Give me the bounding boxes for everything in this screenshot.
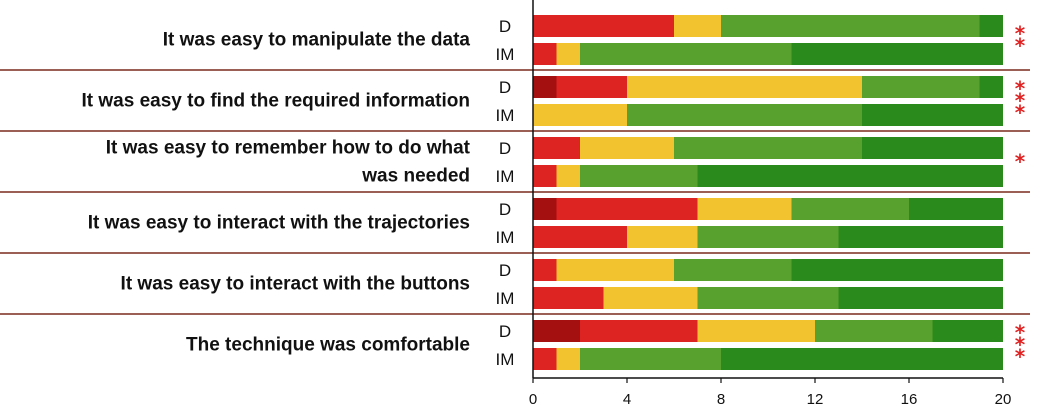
bar-segment	[627, 76, 862, 98]
bar-segment	[556, 198, 698, 220]
significance-star: *	[1015, 101, 1026, 125]
bar-segment	[697, 287, 839, 309]
bar-segment	[627, 226, 698, 248]
bar-segment	[721, 15, 980, 37]
question-group: It was easy to find the required informa…	[82, 76, 1026, 126]
question-group: It was easy to interact with the buttons…	[121, 259, 1003, 309]
bar-segment	[533, 226, 627, 248]
x-tick-label: 0	[529, 391, 537, 408]
question-label: It was easy to manipulate the data	[163, 30, 471, 51]
bar-segment	[815, 320, 933, 342]
question-label: It was easy to interact with the buttons	[121, 274, 470, 295]
bar-segment	[627, 104, 862, 126]
question-group: It was easy to manipulate the data D IM **	[163, 15, 1026, 65]
bar-segment	[791, 43, 1003, 65]
bar-segment	[862, 104, 1003, 126]
question-group: It was easy to remember how to do what wa…	[106, 137, 1026, 187]
bar-segment	[533, 348, 557, 370]
bar-segment	[697, 165, 1003, 187]
condition-label: D	[499, 322, 511, 341]
condition-label: IM	[496, 350, 515, 369]
x-tick-label: 16	[901, 391, 918, 408]
condition-label: D	[499, 17, 511, 36]
bar-segment	[838, 226, 1003, 248]
significance-star: *	[1015, 321, 1026, 345]
significance-star: *	[1015, 77, 1026, 101]
bar-segment	[556, 76, 627, 98]
bar-segment	[791, 198, 909, 220]
bar-segment	[862, 76, 980, 98]
bar-segment	[697, 226, 839, 248]
bar-segment	[533, 198, 557, 220]
condition-label: IM	[496, 106, 515, 125]
bar-segment	[791, 259, 1003, 281]
bar-segment	[533, 259, 557, 281]
bar-segment	[932, 320, 1003, 342]
condition-label: IM	[496, 167, 515, 186]
bar-segment	[556, 165, 580, 187]
condition-label: IM	[496, 289, 515, 308]
bar-segment	[862, 137, 1003, 159]
significance-star: *	[1015, 22, 1026, 46]
bar-segment	[838, 287, 1003, 309]
question-label: It was easy to find the required informa…	[82, 91, 471, 112]
condition-label: IM	[496, 45, 515, 64]
bar-segment	[556, 348, 580, 370]
x-tick-label: 12	[807, 391, 824, 408]
bar-segment	[533, 15, 674, 37]
bar-segment	[674, 15, 721, 37]
bar-segment	[603, 287, 698, 309]
bar-segment	[979, 15, 1003, 37]
bar-segment	[556, 259, 674, 281]
bar-segment	[674, 259, 792, 281]
bar-segment	[697, 320, 815, 342]
bar-segment	[909, 198, 1003, 220]
significance-star: *	[1015, 150, 1026, 174]
bar-segment	[556, 43, 580, 65]
bar-segment	[533, 287, 604, 309]
bar-segment	[580, 348, 721, 370]
bar-segment	[533, 104, 627, 126]
bar-segment	[979, 76, 1003, 98]
bar-segment	[580, 320, 698, 342]
bar-segment	[580, 165, 698, 187]
condition-label: D	[499, 200, 511, 219]
question-label: was needed	[361, 166, 470, 187]
bar-segment	[697, 198, 792, 220]
bar-segment	[580, 43, 792, 65]
x-tick-label: 8	[717, 391, 725, 408]
bar-segment	[533, 320, 580, 342]
question-label: It was easy to remember how to do what	[106, 138, 471, 159]
bar-segment	[533, 165, 557, 187]
condition-label: D	[499, 78, 511, 97]
bar-segment	[533, 43, 557, 65]
question-label: It was easy to interact with the traject…	[88, 213, 470, 234]
x-tick-label: 4	[623, 391, 631, 408]
bar-segment	[533, 137, 580, 159]
significance-star: *	[1015, 89, 1026, 113]
question-group: The technique was comfortable D IM ***	[186, 320, 1026, 370]
condition-label: IM	[496, 228, 515, 247]
bar-segment	[580, 137, 674, 159]
condition-label: D	[499, 261, 511, 280]
significance-star: *	[1015, 333, 1026, 357]
bar-segment	[533, 76, 557, 98]
bar-segment	[674, 137, 862, 159]
significance-star: *	[1015, 345, 1026, 369]
question-label: The technique was comfortable	[186, 335, 470, 356]
significance-star: *	[1015, 34, 1026, 58]
question-group: It was easy to interact with the traject…	[88, 198, 1003, 248]
x-tick-label: 20	[995, 391, 1012, 408]
condition-label: D	[499, 139, 511, 158]
bar-segment	[721, 348, 1003, 370]
